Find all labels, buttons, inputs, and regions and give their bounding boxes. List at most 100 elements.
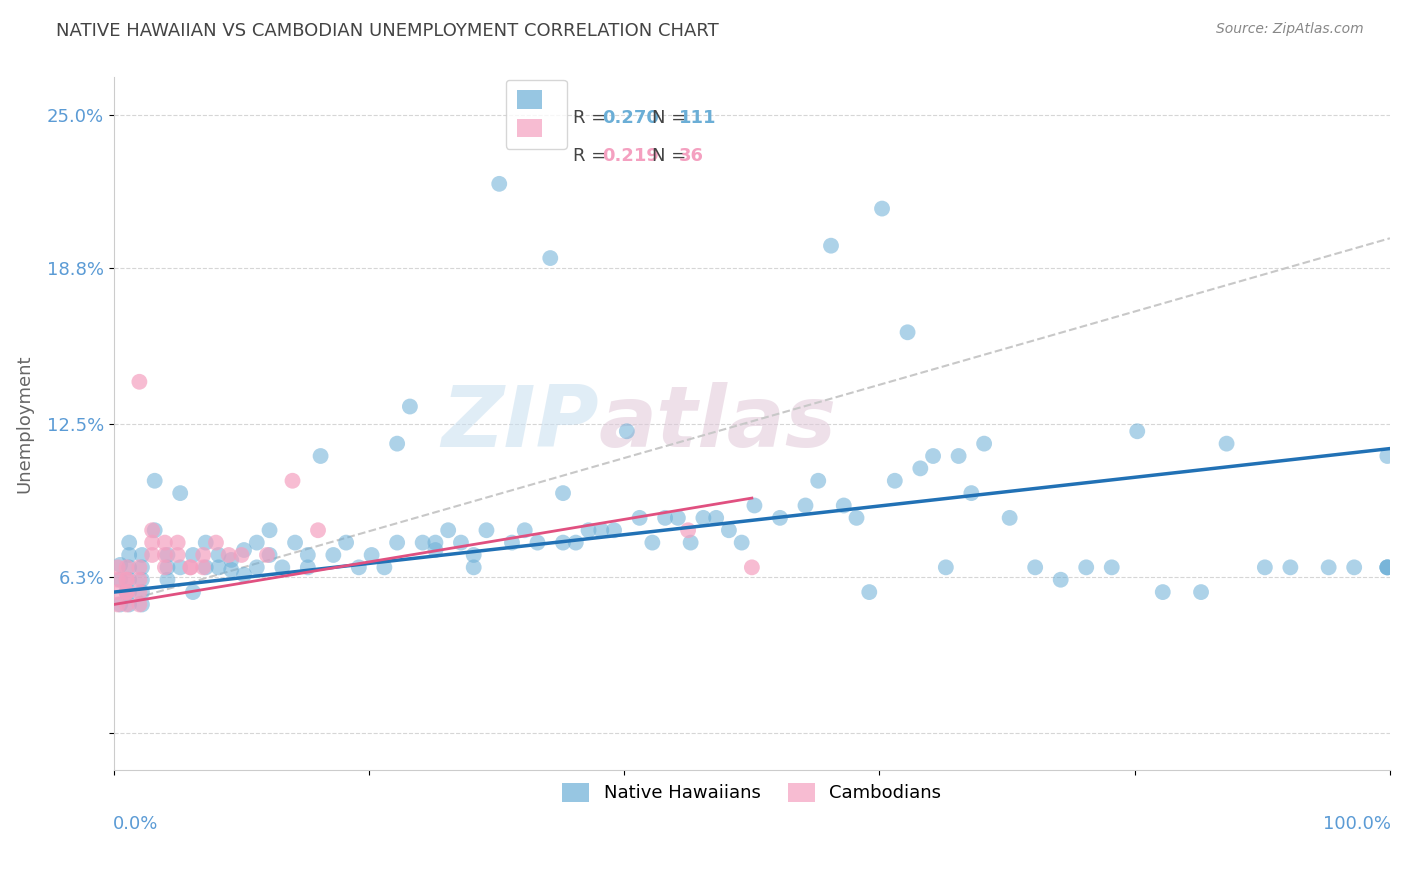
Point xyxy=(207,548,229,562)
Point xyxy=(973,436,995,450)
Point xyxy=(193,548,215,562)
Point xyxy=(616,424,638,438)
Point xyxy=(107,598,129,612)
Point xyxy=(259,548,281,562)
Point xyxy=(166,548,188,562)
Point xyxy=(179,560,201,574)
Point xyxy=(360,548,382,562)
Point xyxy=(1049,573,1071,587)
Point xyxy=(246,535,269,549)
Point xyxy=(385,436,408,450)
Point xyxy=(128,560,150,574)
Point xyxy=(488,177,510,191)
Point xyxy=(207,560,229,574)
Point xyxy=(118,548,141,562)
Point xyxy=(141,548,163,562)
Point xyxy=(1076,560,1098,574)
Point xyxy=(297,560,319,574)
Point xyxy=(271,560,294,574)
Point xyxy=(845,511,868,525)
Point xyxy=(820,238,842,252)
Point xyxy=(578,523,600,537)
Text: R =: R = xyxy=(574,109,612,127)
Point xyxy=(118,585,141,599)
Point xyxy=(998,511,1021,525)
Point xyxy=(153,560,176,574)
Point xyxy=(628,511,651,525)
Point xyxy=(118,560,141,574)
Point xyxy=(231,548,253,562)
Point xyxy=(1376,560,1399,574)
Point xyxy=(501,535,523,549)
Point xyxy=(110,558,132,572)
Point xyxy=(219,563,242,577)
Point xyxy=(118,573,141,587)
Point xyxy=(307,523,329,537)
Point xyxy=(399,400,422,414)
Point xyxy=(373,560,395,574)
Text: Source: ZipAtlas.com: Source: ZipAtlas.com xyxy=(1216,22,1364,37)
Text: 0.219: 0.219 xyxy=(603,146,659,165)
Point xyxy=(1279,560,1302,574)
Text: ZIP: ZIP xyxy=(441,383,599,466)
Point xyxy=(538,251,561,265)
Point xyxy=(526,535,548,549)
Point xyxy=(115,585,138,599)
Point xyxy=(425,543,447,558)
Text: 0.270: 0.270 xyxy=(603,109,659,127)
Point xyxy=(143,474,166,488)
Point xyxy=(591,523,613,537)
Point xyxy=(153,535,176,549)
Point xyxy=(181,585,204,599)
Legend: Native Hawaiians, Cambodians: Native Hawaiians, Cambodians xyxy=(555,776,949,810)
Point xyxy=(769,511,792,525)
Point xyxy=(284,535,307,549)
Point xyxy=(131,598,153,612)
Point xyxy=(551,486,574,500)
Point xyxy=(128,375,150,389)
Point xyxy=(259,523,281,537)
Point xyxy=(128,585,150,599)
Point xyxy=(218,548,240,562)
Point xyxy=(1317,560,1340,574)
Point xyxy=(437,523,460,537)
Point xyxy=(883,474,905,488)
Point xyxy=(110,573,132,587)
Point xyxy=(107,573,129,587)
Point xyxy=(107,560,129,574)
Point xyxy=(948,449,970,463)
Point xyxy=(910,461,932,475)
Point xyxy=(166,535,188,549)
Text: 100.0%: 100.0% xyxy=(1323,814,1391,833)
Point xyxy=(118,535,141,549)
Point xyxy=(679,535,702,549)
Text: 111: 111 xyxy=(679,109,717,127)
Point xyxy=(858,585,880,599)
Point xyxy=(141,535,163,549)
Text: 0.0%: 0.0% xyxy=(112,814,157,833)
Point xyxy=(922,449,945,463)
Point xyxy=(731,535,754,549)
Text: 36: 36 xyxy=(679,146,704,165)
Point xyxy=(666,511,689,525)
Point xyxy=(565,535,588,549)
Point xyxy=(115,585,138,599)
Point xyxy=(603,523,626,537)
Point xyxy=(179,560,201,574)
Point xyxy=(194,535,217,549)
Point xyxy=(246,560,269,574)
Point xyxy=(131,548,153,562)
Point xyxy=(741,560,763,574)
Point xyxy=(141,523,163,537)
Point xyxy=(233,543,256,558)
Point xyxy=(169,560,191,574)
Point xyxy=(676,523,699,537)
Point xyxy=(513,523,536,537)
Point xyxy=(110,598,132,612)
Text: N =: N = xyxy=(652,109,692,127)
Point xyxy=(1024,560,1046,574)
Point xyxy=(692,511,714,525)
Point xyxy=(128,598,150,612)
Point xyxy=(450,535,472,549)
Point xyxy=(281,474,304,488)
